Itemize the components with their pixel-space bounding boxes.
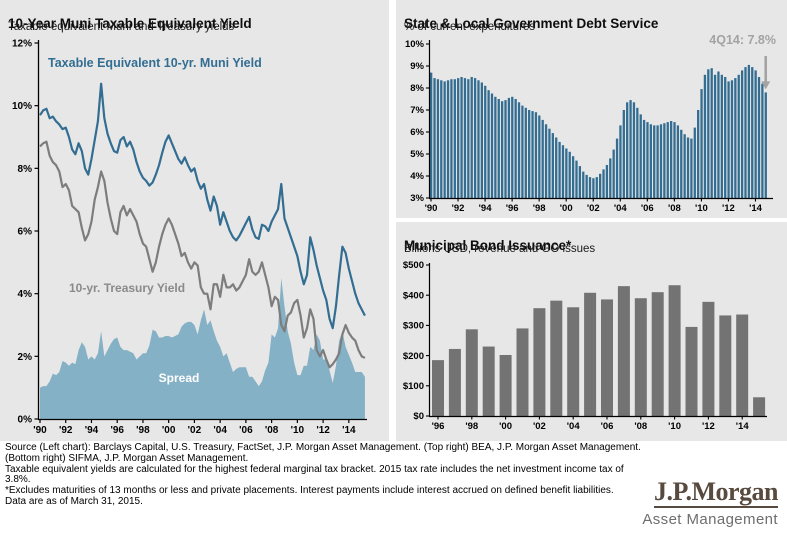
- x-tick-label: '04: [213, 425, 227, 436]
- x-tick-label: '04: [567, 421, 581, 432]
- x-tick-label: '14: [736, 421, 750, 432]
- x-tick-label: '98: [136, 425, 150, 436]
- muni-yield-chart: 0% 2% 4% 6% 8% 10% 12% '90 '92 '94 '96 '98 '00 '02 '04…: [12, 39, 367, 436]
- x-tick-label: '92: [452, 203, 465, 214]
- source-notes: Source (Left chart): Barclays Capital, U…: [5, 442, 645, 508]
- x-tick-label: '06: [601, 421, 614, 432]
- y-tick-label: 5%: [410, 149, 424, 160]
- x-tick-label: '10: [291, 425, 305, 436]
- muni-line: [39, 82, 366, 330]
- x-tick-label: '96: [432, 421, 445, 432]
- y-tick-label: $400: [403, 290, 424, 301]
- x-tick-label: '10: [695, 203, 708, 214]
- x-tick-label: '90: [33, 425, 47, 436]
- axes: 3% 4% 5% 6% 7% 8% 9% 10% '90 '92 '94 '96 '98 '00 '02 '0…: [405, 39, 773, 214]
- axes: 0% 2% 4% 6% 8% 10% 12% '90 '92 '94 '96 '98 '00 '02 '04…: [12, 39, 367, 436]
- x-tick-label: '94: [85, 425, 99, 436]
- y-tick-label: $0: [413, 411, 424, 422]
- y-tick-label: $500: [403, 260, 424, 271]
- debt-service-subtitle: % of current expenditures: [404, 21, 536, 33]
- x-tick-label: '08: [634, 421, 647, 432]
- y-tick-label: $300: [403, 321, 424, 332]
- x-tick-label: '02: [587, 203, 600, 214]
- y-tick-label: 6%: [18, 227, 33, 238]
- left-chart-subtitle: Taxable equivalent Muni and Treasury yie…: [8, 21, 235, 33]
- bond-issuance-title: Municipal Bond Issuance*: [404, 238, 572, 254]
- x-tick-label: '12: [722, 203, 735, 214]
- x-tick-label: '06: [239, 425, 253, 436]
- y-tick-label: 6%: [410, 127, 424, 138]
- jpmorgan-wordmark: J.P.Morgan: [653, 477, 779, 508]
- x-tick-label: '98: [465, 421, 478, 432]
- debt-service-panel: 3% 4% 5% 6% 7% 8% 9% 10% '90 '92 '94 '96 '98 '00 '02 '0…: [396, 0, 787, 218]
- x-tick-label: '08: [265, 425, 279, 436]
- x-tick-label: '90: [425, 203, 438, 214]
- debt-service-annotation: 4Q14: 7.8%: [709, 33, 776, 47]
- issuance-bars: [432, 285, 766, 416]
- y-tick-label: 4%: [18, 289, 33, 300]
- x-tick-label: '92: [59, 425, 73, 436]
- muni-series-label: Taxable Equivalent 10-yr. Muni Yield: [48, 56, 262, 70]
- footnote-exclusions: *Excludes maturities of 13 months or les…: [5, 485, 614, 497]
- y-tick-label: $100: [403, 381, 424, 392]
- treasury-series-label: 10-yr. Treasury Yield: [69, 281, 186, 295]
- x-tick-label: '12: [316, 425, 330, 436]
- x-tick-label: '02: [188, 425, 202, 436]
- y-tick-label: $200: [403, 351, 424, 362]
- source-line: Source (Left chart): Barclays Capital, U…: [5, 442, 641, 453]
- x-tick-label: '02: [533, 421, 546, 432]
- debt-service-chart: 3% 4% 5% 6% 7% 8% 9% 10% '90 '92 '94 '96 '98 '00 '02 '0…: [405, 39, 773, 214]
- y-tick-label: 10%: [12, 101, 32, 112]
- bond-issuance-panel: $0 $100 $200 $300 $400 $500 '96 '98 '00 '02 '04 '06…: [396, 222, 787, 441]
- y-tick-label: 7%: [410, 105, 424, 116]
- spread-series-label: Spread: [158, 371, 200, 385]
- x-tick-label: '10: [668, 421, 681, 432]
- left-chart-panel: 0% 2% 4% 6% 8% 10% 12% '90 '92 '94 '96 '98 '00 '02 '04…: [0, 0, 389, 441]
- x-tick-label: '96: [506, 203, 519, 214]
- x-tick-label: '00: [560, 203, 573, 214]
- x-tick-label: '96: [110, 425, 124, 436]
- axes: $0 $100 $200 $300 $400 $500 '96 '98 '00 '02 '04 '06…: [403, 260, 767, 432]
- x-tick-label: '94: [479, 203, 493, 214]
- y-tick-label: 0%: [18, 415, 33, 426]
- source-line: (Bottom right) SIFMA, J.P. Morgan Asset …: [5, 452, 249, 464]
- debt-service-bars: [430, 64, 767, 199]
- x-tick-label: '04: [614, 203, 628, 214]
- y-tick-label: 3%: [410, 193, 424, 204]
- x-tick-label: '00: [162, 425, 176, 436]
- jpmorgan-logo: J.P.Morgan Asset Management: [642, 477, 779, 529]
- spread-area: [40, 278, 365, 419]
- annotation-arrow: [761, 56, 771, 90]
- bond-issuance-subtitle: Billions USD, revenue and GO issues: [404, 243, 596, 255]
- y-tick-label: 8%: [18, 164, 33, 175]
- as-of-date: Data are as of March 31, 2015.: [5, 495, 143, 507]
- x-tick-label: '06: [641, 203, 654, 214]
- x-tick-label: '12: [702, 421, 715, 432]
- y-tick-label: 12%: [12, 39, 32, 50]
- y-tick-label: 2%: [18, 352, 33, 363]
- asset-management-label: Asset Management: [642, 511, 778, 528]
- left-chart-title: 10-Year Muni Taxable Equivalent Yield: [8, 16, 252, 32]
- x-tick-label: '08: [668, 203, 681, 214]
- x-tick-label: '98: [533, 203, 546, 214]
- debt-service-title: State & Local Government Debt Service: [404, 16, 659, 32]
- treasury-line: [39, 140, 366, 369]
- y-tick-label: 4%: [410, 171, 424, 182]
- x-tick-label: '14: [342, 425, 356, 436]
- footnote-tax: Taxable equivalent yields are calculated…: [5, 463, 624, 486]
- y-tick-label: 9%: [410, 61, 424, 72]
- y-tick-label: 8%: [410, 83, 424, 94]
- bond-issuance-chart: $0 $100 $200 $300 $400 $500 '96 '98 '00 '02 '04 '06…: [403, 260, 767, 432]
- x-tick-label: '14: [749, 203, 763, 214]
- y-tick-label: 10%: [405, 39, 425, 50]
- x-tick-label: '00: [499, 421, 512, 432]
